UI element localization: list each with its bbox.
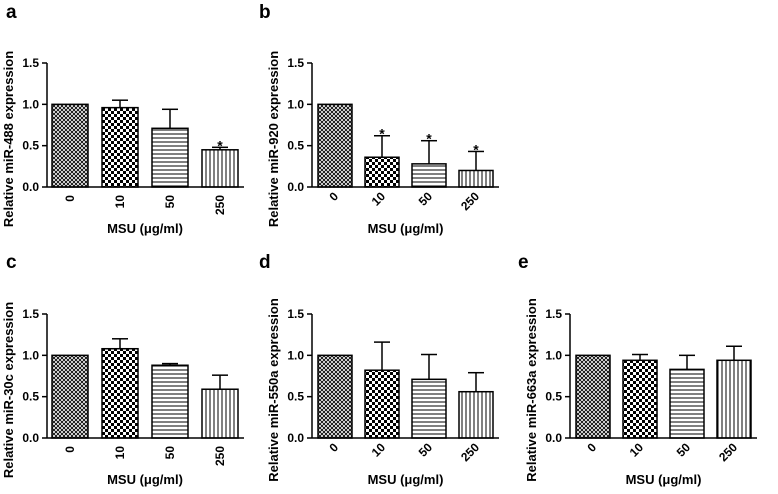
x-tick-label: 10 [369, 440, 389, 460]
significance-marker: * [379, 126, 385, 142]
x-tick-label: 0 [63, 446, 77, 453]
y-tick-label: 1.5 [287, 56, 304, 70]
y-tick-label: 0.5 [287, 390, 304, 404]
y-tick-label: 0.0 [287, 180, 304, 194]
x-tick-label: 10 [627, 440, 647, 460]
panel-letter: e [518, 252, 529, 273]
bar-10 [101, 347, 139, 439]
x-tick-label: 0 [63, 195, 77, 202]
x-axis-label: MSU (μg/ml) [368, 472, 444, 487]
panel-e: e 0.0 0.5 1.0 1.5 Relative miR-663a expressio… [518, 252, 757, 487]
bar-50 [411, 378, 447, 439]
bar-10 [622, 359, 658, 439]
panel-d: d 0.0 0.5 1.0 1.5 Relative miR-550a expressio… [259, 252, 499, 487]
y-tick-label: 1.5 [22, 307, 39, 321]
y-axis-label: Relative miR-663a expression [524, 298, 539, 482]
panel-letter: d [259, 252, 271, 273]
bar-10 [364, 156, 400, 188]
y-tick-label: 0.5 [287, 139, 304, 153]
x-tick-label: 250 [458, 440, 482, 464]
x-tick-label: 10 [369, 189, 389, 209]
x-tick-label: 50 [416, 440, 436, 460]
y-axis-label: Relative miR-920 expression [266, 51, 281, 227]
y-tick-label: 1.5 [287, 307, 304, 321]
bar-50 [151, 127, 189, 188]
y-tick-label: 0.0 [287, 431, 304, 445]
bar-250 [716, 359, 752, 439]
x-axis-label: MSU (μg/ml) [107, 221, 183, 236]
bar-10 [101, 106, 139, 188]
bar-50 [669, 368, 705, 439]
x-tick-label: 0 [326, 440, 341, 455]
y-tick-label: 1.5 [22, 56, 39, 70]
bar-0 [575, 354, 611, 439]
bar-0 [317, 354, 353, 439]
x-axis-label: MSU (μg/ml) [107, 472, 183, 487]
y-tick-label: 0.5 [22, 139, 39, 153]
bar-250 [458, 169, 494, 188]
x-axis-label: MSU (μg/ml) [368, 221, 444, 236]
panel-letter: b [259, 2, 271, 23]
y-tick-label: 0.5 [22, 390, 39, 404]
x-tick-label: 250 [213, 446, 227, 466]
significance-marker: * [473, 141, 479, 157]
y-tick-label: 0.0 [22, 180, 39, 194]
y-tick-label: 1.0 [22, 348, 39, 362]
y-axis-label: Relative miR-550a expression [266, 298, 281, 482]
significance-marker: * [426, 131, 432, 147]
bar-10 [364, 369, 400, 439]
bar-0 [317, 103, 353, 188]
bar-250 [201, 149, 239, 188]
y-tick-label: 1.0 [287, 348, 304, 362]
x-tick-label: 250 [213, 195, 227, 215]
x-tick-label: 0 [326, 189, 341, 204]
y-tick-label: 1.5 [545, 307, 562, 321]
y-tick-label: 1.0 [287, 97, 304, 111]
panel-letter: c [6, 252, 17, 273]
x-axis-label: MSU (μg/ml) [626, 472, 702, 487]
y-axis-label: Relative miR-30c expression [1, 302, 16, 478]
panel-letter: a [6, 2, 17, 23]
panel-c: c 0.0 0.5 1.0 1.5 Relative miR-30c expression… [1, 252, 244, 487]
x-tick-label: 10 [113, 195, 127, 209]
x-tick-label: 50 [163, 446, 177, 460]
bar-50 [151, 364, 189, 439]
x-tick-label: 50 [163, 195, 177, 209]
bar-0 [51, 354, 89, 439]
y-tick-label: 0.5 [545, 390, 562, 404]
x-tick-label: 50 [416, 189, 436, 209]
bar-0 [51, 103, 89, 188]
y-tick-label: 0.0 [22, 431, 39, 445]
x-tick-label: 250 [716, 440, 740, 464]
x-tick-label: 10 [113, 446, 127, 460]
y-tick-label: 1.0 [545, 348, 562, 362]
bar-250 [458, 390, 494, 439]
y-axis-label: Relative miR-488 expression [1, 51, 16, 227]
y-tick-label: 0.0 [545, 431, 562, 445]
x-tick-label: 0 [584, 440, 599, 455]
panel-a: a 0.0 0.5 1.0 1.5 Relative miR-488 expression… [1, 2, 244, 236]
bar-50 [411, 163, 447, 188]
y-tick-label: 1.0 [22, 97, 39, 111]
x-tick-label: 250 [458, 189, 482, 213]
significance-marker: * [217, 137, 223, 153]
bar-250 [201, 388, 239, 439]
panel-b: b 0.0 0.5 1.0 1.5 Relative miR-920 expression… [259, 2, 499, 236]
x-tick-label: 50 [674, 440, 694, 460]
